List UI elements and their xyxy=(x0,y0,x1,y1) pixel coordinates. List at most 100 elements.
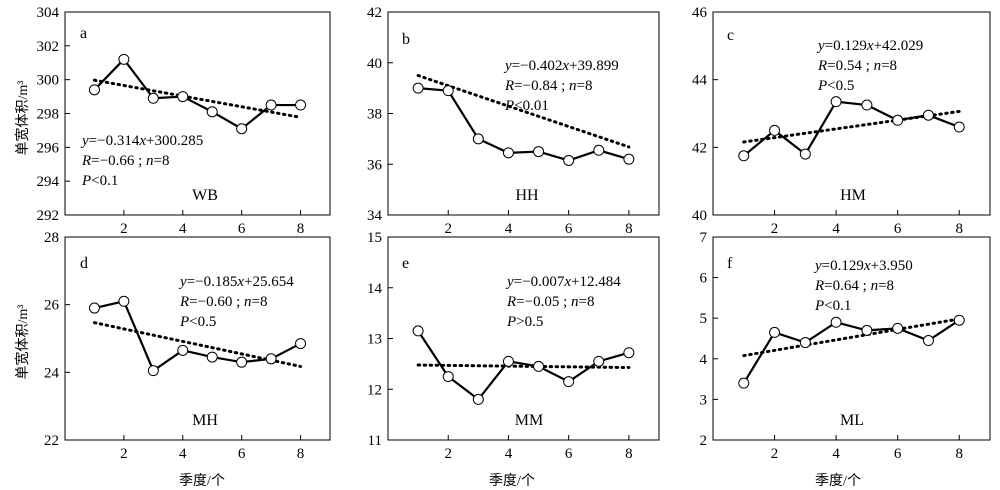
regression-annotation-c-2: R=0.54 ; n=8 xyxy=(817,58,897,74)
data-point-f-8 xyxy=(953,314,965,326)
regression-annotation-a-2: R=−0.66 ; n=8 xyxy=(81,153,169,169)
y-tick-label-e-14: 14 xyxy=(367,281,383,297)
x-tick-label-f-4: 4 xyxy=(832,446,840,462)
data-point-b-2 xyxy=(442,85,454,97)
y-axis-label-bottom: 单宽体积/m³ xyxy=(16,304,31,380)
x-tick-label-e-4: 4 xyxy=(505,446,513,462)
regression-annotation-c-1: y=0.129x+42.029 xyxy=(816,38,923,54)
panel-frame-d xyxy=(64,236,331,441)
y-tick-label-a-302: 302 xyxy=(37,39,60,55)
panel-letter-a: a xyxy=(80,25,87,42)
y-tick-label-f-4: 4 xyxy=(700,352,708,368)
y-tick-label-a-294: 294 xyxy=(37,174,60,190)
regression-annotation-a-1: y=−0.314x+300.285 xyxy=(80,133,203,149)
station-label-e: MM xyxy=(515,412,543,429)
x-tick-label-c-2: 2 xyxy=(771,221,779,237)
data-point-a-7 xyxy=(265,99,277,111)
regression-annotation-a-3: P<0.1 xyxy=(81,173,118,189)
data-point-c-7 xyxy=(922,109,934,121)
data-point-a-3 xyxy=(147,92,159,104)
data-point-a-1 xyxy=(88,84,100,96)
data-point-d-6 xyxy=(236,356,248,368)
y-tick-label-f-5: 5 xyxy=(700,311,708,327)
x-tick-label-b-2: 2 xyxy=(444,221,452,237)
data-point-f-4 xyxy=(830,316,842,328)
data-point-c-1 xyxy=(738,150,750,162)
data-line-e xyxy=(417,330,630,401)
data-point-d-1 xyxy=(88,302,100,314)
data-point-c-8 xyxy=(953,121,965,133)
data-point-e-5 xyxy=(533,360,545,372)
data-point-b-6 xyxy=(563,154,575,166)
x-tick-label-f-6: 6 xyxy=(894,446,902,462)
y-tick-label-c-42: 42 xyxy=(692,140,707,156)
station-label-d: MH xyxy=(192,412,218,429)
regression-annotation-d-2: R=−0.60 ; n=8 xyxy=(179,294,267,310)
regression-annotation-e-3: P>0.5 xyxy=(506,314,543,330)
x-tick-label-d-8: 8 xyxy=(297,446,305,462)
trend-line-f xyxy=(742,317,961,358)
y-tick-label-e-12: 12 xyxy=(367,382,382,398)
x-tick-label-b-4: 4 xyxy=(505,221,513,237)
data-point-b-8 xyxy=(623,153,635,165)
data-point-e-3 xyxy=(472,393,484,405)
regression-annotation-d-3: P<0.5 xyxy=(179,314,216,330)
data-point-a-8 xyxy=(295,99,307,111)
data-point-e-2 xyxy=(442,371,454,383)
data-point-a-2 xyxy=(118,53,130,65)
data-point-c-3 xyxy=(799,148,811,160)
data-point-e-8 xyxy=(623,347,635,359)
y-tick-label-a-296: 296 xyxy=(37,140,60,156)
y-tick-label-f-2: 2 xyxy=(700,433,708,449)
panel-letter-e: e xyxy=(402,255,409,272)
y-tick-label-c-46: 46 xyxy=(692,5,708,21)
y-tick-label-a-292: 292 xyxy=(37,208,60,224)
y-tick-label-b-40: 40 xyxy=(367,56,382,72)
data-point-e-6 xyxy=(563,376,575,388)
y-tick-label-f-7: 7 xyxy=(700,230,708,246)
x-tick-label-e-6: 6 xyxy=(565,446,573,462)
trend-line-b xyxy=(416,74,631,149)
data-point-f-2 xyxy=(769,326,781,338)
data-point-f-5 xyxy=(861,324,873,336)
y-tick-label-f-3: 3 xyxy=(700,392,708,408)
y-tick-label-b-42: 42 xyxy=(367,5,382,21)
y-axis-label-top: 单宽体积/m³ xyxy=(16,80,31,156)
panel-letter-f: f xyxy=(727,255,733,272)
x-tick-label-a-8: 8 xyxy=(297,221,305,237)
regression-annotation-b-1: y=−0.402x+39.899 xyxy=(503,58,619,74)
data-point-d-7 xyxy=(265,353,277,365)
panel-letter-c: c xyxy=(727,27,734,44)
data-point-f-3 xyxy=(799,337,811,349)
regression-annotation-b-2: R=−0.84 ; n=8 xyxy=(504,78,592,94)
data-point-c-6 xyxy=(892,114,904,126)
y-tick-label-b-34: 34 xyxy=(367,208,383,224)
data-point-d-2 xyxy=(118,295,130,307)
data-point-d-5 xyxy=(206,351,218,363)
panel-frame-e xyxy=(387,236,660,441)
data-point-b-7 xyxy=(593,144,605,156)
panel-frame-f xyxy=(712,236,991,441)
y-tick-label-d-26: 26 xyxy=(44,298,60,314)
x-axis-label-d: 季度/个 xyxy=(179,474,225,489)
regression-annotation-f-1: y=0.129x+3.950 xyxy=(813,258,913,274)
regression-annotation-f-3: P<0.1 xyxy=(814,298,851,314)
panel-frame-c xyxy=(712,11,991,216)
data-point-e-7 xyxy=(593,355,605,367)
y-tick-label-b-38: 38 xyxy=(367,107,382,123)
x-tick-label-c-4: 4 xyxy=(832,221,840,237)
data-line-a xyxy=(93,57,301,131)
y-tick-label-f-6: 6 xyxy=(700,271,708,287)
regression-annotation-c-3: P<0.5 xyxy=(817,78,854,94)
trend-line-e xyxy=(416,363,631,370)
data-point-e-1 xyxy=(412,325,424,337)
x-tick-label-c-6: 6 xyxy=(894,221,902,237)
y-tick-label-d-24: 24 xyxy=(44,365,60,381)
y-tick-label-a-298: 298 xyxy=(37,107,60,123)
x-tick-label-a-6: 6 xyxy=(238,221,246,237)
data-point-f-6 xyxy=(892,322,904,334)
x-tick-label-d-2: 2 xyxy=(120,446,128,462)
regression-annotation-e-2: R=−0.05 ; n=8 xyxy=(506,294,594,310)
station-label-a: WB xyxy=(192,187,218,204)
